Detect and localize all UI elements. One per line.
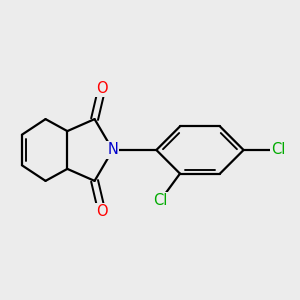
Text: Cl: Cl	[153, 194, 167, 208]
Text: O: O	[96, 204, 108, 219]
Text: O: O	[96, 81, 108, 96]
Text: N: N	[107, 142, 118, 158]
Text: Cl: Cl	[271, 142, 285, 158]
